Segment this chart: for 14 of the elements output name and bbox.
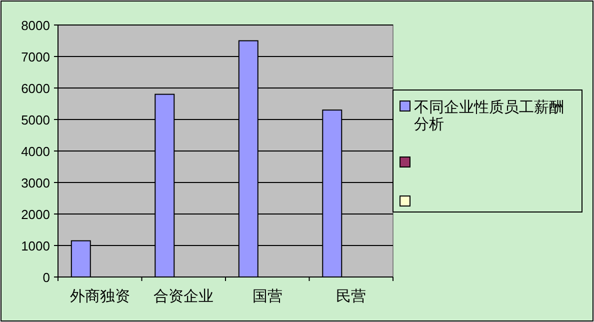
y-tick-label: 7000 [21, 50, 50, 64]
y-tick-label: 8000 [21, 18, 50, 33]
x-tick-label: 合资企业 [154, 288, 214, 305]
x-tick-label: 民营 [336, 288, 366, 305]
x-tick-label: 国营 [252, 288, 282, 305]
y-tick-label: 5000 [21, 112, 50, 128]
y-tick-label: 1000 [21, 238, 50, 254]
y-tick-label: 0 [42, 270, 50, 285]
x-tick-label: 外商独资 [70, 288, 130, 305]
legend-label: 不同企业性质员工薪酬分析 [414, 99, 564, 133]
y-tick-label: 4000 [21, 144, 50, 159]
y-tick-label: 6000 [21, 81, 50, 96]
y-tick-label: 3000 [21, 176, 50, 190]
y-tick-label: 2000 [21, 207, 50, 222]
